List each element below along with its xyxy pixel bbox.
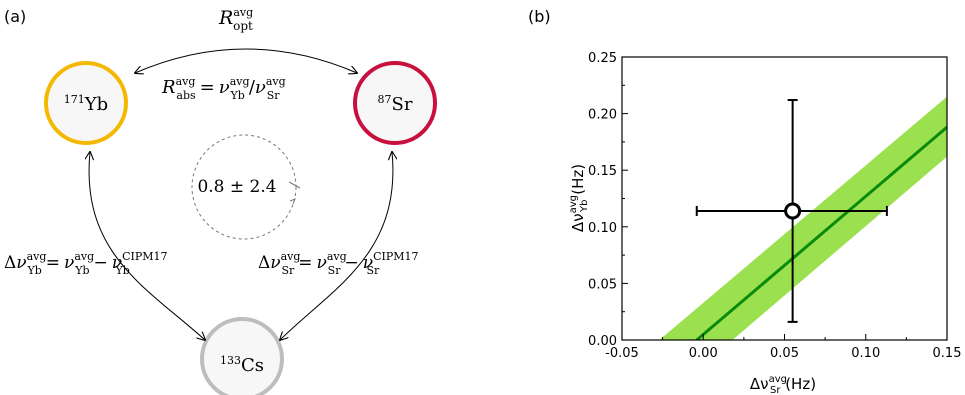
closure-loop-tick	[288, 181, 301, 189]
x-tick-label: 0.00	[689, 346, 718, 361]
y-tick-label: 0.00	[588, 334, 617, 349]
closure-loop	[191, 134, 297, 240]
delta-sr-label: Δνavg Sr = νavg Sr − νCIPM17 Sr	[258, 250, 419, 277]
yb-node: 171Yb	[44, 61, 128, 145]
yb-circle	[44, 61, 128, 145]
yb-cs-arrow	[89, 152, 205, 340]
panel-b-label: (b)	[528, 7, 551, 26]
r-opt-arrow	[135, 48, 357, 73]
y-tick-label: 0.20	[588, 108, 617, 123]
data-point	[784, 202, 802, 220]
uncertainty-band	[659, 96, 947, 340]
yb-label: 171Yb	[64, 93, 108, 115]
x-tick-label: -0.05	[605, 346, 639, 361]
x-tick-label: 0.05	[770, 346, 799, 361]
sr-label: 87Sr	[378, 93, 413, 115]
y-tick-label: 0.05	[588, 277, 617, 292]
closure-loop-arrow-icon	[289, 198, 296, 205]
r-abs-label: Ravg abs = νavg Yb/νavg Sr	[161, 75, 286, 102]
panel-b: (b) -0.05 0.00 0.05 0.10 0.150.000.050.100.1…	[528, 7, 961, 395]
plot-frame	[621, 56, 948, 341]
y-tick-label: 0.25	[588, 51, 617, 66]
x-tick-label: 0.10	[851, 346, 880, 361]
sr-node: 87Sr	[353, 61, 437, 145]
y-tick-label: 0.15	[588, 164, 617, 179]
x-tick-label: 0.15	[933, 346, 962, 361]
panel-a: (a) Ravg opt Ravg abs = νavg Yb/νavg Sr 171Yb …	[4, 6, 437, 395]
sr-circle	[353, 61, 437, 145]
sr-cs-arrow	[280, 152, 393, 340]
closure-value: 0.8 ± 2.4	[197, 177, 276, 197]
cs-label: 133Cs	[220, 354, 264, 376]
r-opt-label: Ravg opt	[218, 6, 253, 33]
cs-circle	[200, 317, 284, 395]
cs-node: 133Cs	[200, 317, 284, 395]
plot-area: -0.05 0.00 0.05 0.10 0.150.000.050.100.150.2…	[588, 51, 961, 361]
y-axis-label: ΔνavgYb (Hz)	[568, 164, 590, 232]
panel-a-label: (a)	[4, 7, 26, 26]
x-axis-label: Δνavg Sr (Hz)	[750, 374, 816, 395]
y-tick-label: 0.10	[588, 221, 617, 236]
fit-line	[695, 126, 947, 340]
delta-yb-label: Δνavg Yb = νavg Yb − νCIPM17 Yb	[4, 250, 168, 277]
